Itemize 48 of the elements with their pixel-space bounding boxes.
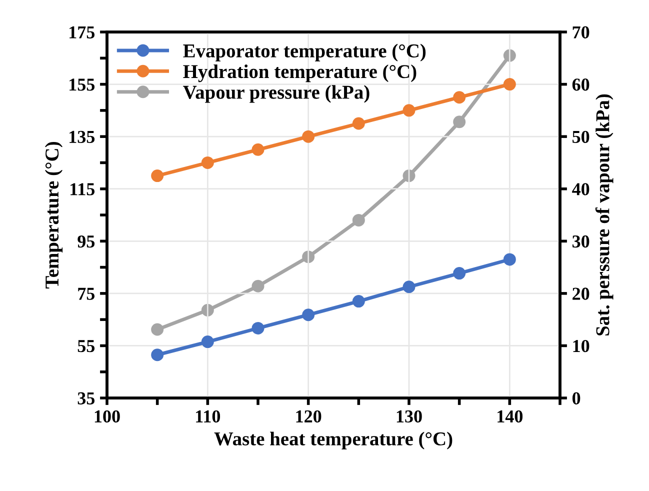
point <box>402 170 416 182</box>
point <box>201 156 214 169</box>
point <box>453 116 466 128</box>
y-tick-label: 155 <box>70 78 95 91</box>
y-tick-label: 95 <box>78 235 95 248</box>
point <box>402 280 416 294</box>
legend-label: Hydration temperature (°C) <box>183 64 416 82</box>
y2-tick-label: 30 <box>572 235 590 248</box>
point <box>302 130 315 143</box>
point <box>352 117 365 130</box>
point <box>352 295 365 308</box>
y-tick-label: 35 <box>78 392 95 404</box>
point <box>252 143 264 156</box>
point <box>151 170 164 182</box>
point <box>302 308 315 322</box>
y2-tick-label: 0 <box>572 392 580 404</box>
x-tick-label: 110 <box>196 410 220 423</box>
x-tick-label: 120 <box>296 410 322 423</box>
point <box>503 78 516 91</box>
x-axis-title: Waste heat temperature (°C) <box>214 432 452 450</box>
point <box>252 280 264 292</box>
y2-tick-label: 70 <box>572 26 590 38</box>
point <box>453 91 466 104</box>
y-tick-label: 55 <box>78 340 95 352</box>
y2-tick-label: 60 <box>572 78 590 91</box>
x-tick-label: 130 <box>396 410 422 423</box>
point <box>402 104 416 117</box>
x-tick-label: 140 <box>498 410 523 423</box>
y2-tick-label: 40 <box>572 183 590 196</box>
y-tick-label: 135 <box>70 130 95 144</box>
y-axis-title: Temperature (°C) <box>44 142 63 289</box>
point <box>352 214 365 226</box>
y2-tick-label: 20 <box>572 288 590 300</box>
y-tick-label: 75 <box>78 288 95 300</box>
y2-tick-label: 10 <box>573 340 590 352</box>
point <box>151 323 164 336</box>
point <box>252 322 264 334</box>
point <box>201 336 214 348</box>
x-tick-label: 100 <box>94 410 120 423</box>
legend-label: Evaporator temperature (°C) <box>183 44 426 62</box>
point <box>151 348 164 362</box>
point <box>503 253 516 266</box>
y2-axis-title: Sat. perssure of vapour (kPa) <box>595 94 614 336</box>
y-tick-label: 175 <box>70 26 95 38</box>
y2-tick-label: 50 <box>572 130 590 144</box>
point <box>453 267 466 280</box>
legend-label: Vapour pressure (kPa) <box>183 85 370 103</box>
y-tick-label: 115 <box>70 183 95 196</box>
